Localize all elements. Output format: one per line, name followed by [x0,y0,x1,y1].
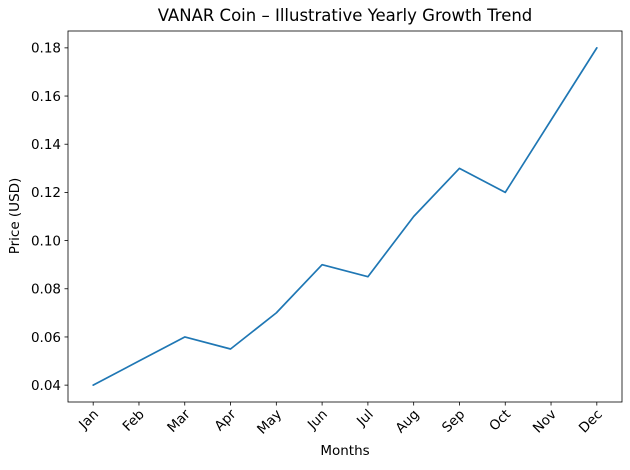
x-axis-label: Months [320,443,370,459]
y-tick-label: 0.16 [31,89,61,105]
x-tick-label: Jul [353,407,377,431]
x-tick-label: Sep [439,407,468,436]
y-tick-label: 0.14 [31,137,61,153]
y-tick-label: 0.12 [31,185,61,201]
x-tick-label: Mar [164,406,194,436]
x-tick-label: Oct [486,407,514,435]
x-tick-label: Feb [120,407,148,435]
y-tick-label: 0.06 [31,330,61,346]
y-tick-label: 0.18 [31,41,61,57]
x-tick-label: Nov [530,407,560,437]
x-tick-label: Dec [576,407,606,437]
price-line [92,47,598,386]
chart-title: VANAR Coin – Illustrative Yearly Growth … [157,6,533,25]
x-tick-label: Aug [393,407,423,437]
y-tick-label: 0.04 [31,378,61,394]
y-tick-label: 0.08 [31,282,61,298]
y-tick-label: 0.10 [31,233,61,249]
x-tick-label: May [254,407,285,438]
axes-spines [67,30,623,403]
x-tick-label: Apr [212,406,240,434]
x-tick-label: Jun [304,407,331,434]
x-tick-label: Jan [75,407,102,434]
